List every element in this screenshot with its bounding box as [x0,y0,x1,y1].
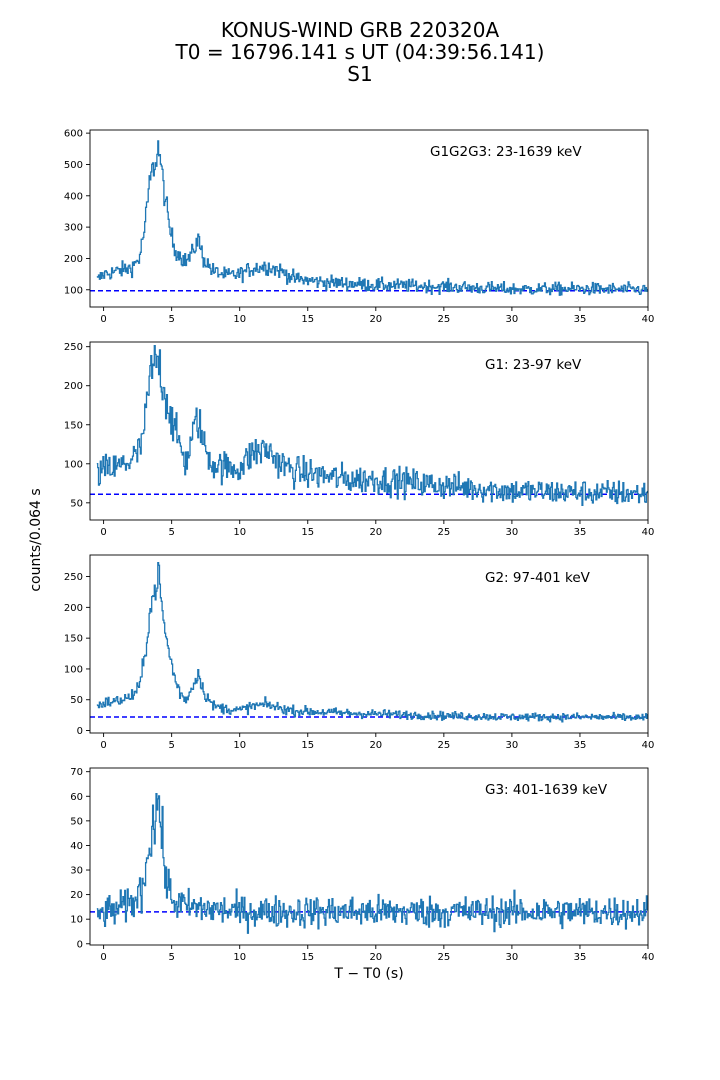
x-tick-label: 25 [437,740,450,751]
y-tick-label: 150 [64,634,83,645]
panel-g1: 0 5 10 15 20 25 30 35 40 50 100 150 200 250 G1: 23-97 … [64,341,655,538]
y-tick-label: 30 [70,866,83,877]
x-tick-label: 15 [301,952,314,963]
x-tick-label: 35 [574,314,587,325]
y-tick-label: 40 [70,841,83,852]
x-tick-label: 15 [301,527,314,538]
energy-band-label: G1: 23-97 keV [485,357,582,373]
energy-band-label: G1G2G3: 23-1639 keV [430,144,582,160]
x-tick-label: 40 [642,527,655,538]
y-tick-label: 250 [64,572,83,583]
axes-frame [89,554,649,734]
x-tick-label: 30 [506,740,519,751]
light-curve-series [96,140,648,296]
x-tick-label: 5 [168,740,174,751]
light-curve-series [96,562,648,723]
x-tick-label: 0 [100,527,106,538]
x-tick-label: 20 [369,952,382,963]
y-tick-label: 100 [64,664,83,675]
y-tick-label: 500 [64,160,83,171]
axes-frame [89,767,649,946]
y-tick-label: 100 [64,459,83,470]
y-tick-label: 20 [70,890,83,901]
x-tick-label: 20 [369,527,382,538]
x-tick-label: 25 [437,952,450,963]
x-tick-label: 20 [369,740,382,751]
axes-frame [89,129,649,308]
y-tick-label: 10 [70,915,83,926]
x-tick-label: 35 [574,740,587,751]
panel-g1g2g3: 0 5 10 15 20 25 30 35 40 100 200 300 400 500 600 G1G2G3… [64,129,654,325]
x-tick-label: 35 [574,952,587,963]
x-tick-label: 10 [233,314,246,325]
x-tick-label: 0 [100,740,106,751]
panel-g3: 0 5 10 15 20 25 30 35 40 0 10 20 30 40 50 60 70 G3: 401-1… [70,767,654,963]
y-tick-label: 600 [64,129,83,140]
x-tick-label: 10 [233,740,246,751]
panel-g2: 0 5 10 15 20 25 30 35 40 0 50 100 150 200 250 G2: 97-40… [64,554,655,751]
x-tick-label: 25 [437,527,450,538]
y-tick-label: 200 [64,381,83,392]
y-tick-label: 50 [70,816,83,827]
y-tick-label: 100 [64,285,83,296]
x-tick-label: 40 [642,740,655,751]
y-tick-label: 200 [64,254,83,265]
y-tick-label: 50 [70,498,83,509]
x-tick-label: 0 [100,314,106,325]
energy-band-label: G3: 401-1639 keV [485,782,608,798]
x-tick-label: 35 [574,527,587,538]
x-tick-label: 40 [642,314,655,325]
y-tick-label: 70 [70,767,83,778]
x-tick-label: 5 [168,952,174,963]
y-axis-label: counts/0.064 s [28,488,44,591]
y-tick-label: 150 [64,420,83,431]
title-line-2: T0 = 16796.141 s UT (04:39:56.141) [175,40,545,64]
light-curve-series [96,344,648,507]
x-tick-label: 15 [301,314,314,325]
y-tick-label: 250 [64,342,83,353]
y-tick-label: 300 [64,223,83,234]
x-tick-label: 30 [506,314,519,325]
x-tick-label: 20 [369,314,382,325]
y-tick-label: 60 [70,792,83,803]
x-axis-label: T − T0 (s) [333,966,403,982]
title-line-3: S1 [347,62,372,86]
y-tick-label: 50 [70,695,83,706]
x-tick-label: 0 [100,952,106,963]
x-tick-label: 15 [301,740,314,751]
x-tick-label: 10 [233,952,246,963]
energy-band-label: G2: 97-401 keV [485,570,591,586]
x-tick-label: 5 [168,314,174,325]
x-tick-label: 30 [506,527,519,538]
x-tick-label: 10 [233,527,246,538]
axes-frame [89,341,649,521]
y-tick-label: 200 [64,603,83,614]
title-line-1: KONUS-WIND GRB 220320A [221,18,500,42]
light-curve-series [96,793,648,934]
x-tick-label: 40 [642,952,655,963]
y-tick-label: 400 [64,191,83,202]
x-tick-label: 30 [506,952,519,963]
y-tick-label: 0 [77,939,83,950]
y-tick-label: 0 [77,726,83,737]
x-tick-label: 25 [437,314,450,325]
x-tick-label: 5 [168,527,174,538]
